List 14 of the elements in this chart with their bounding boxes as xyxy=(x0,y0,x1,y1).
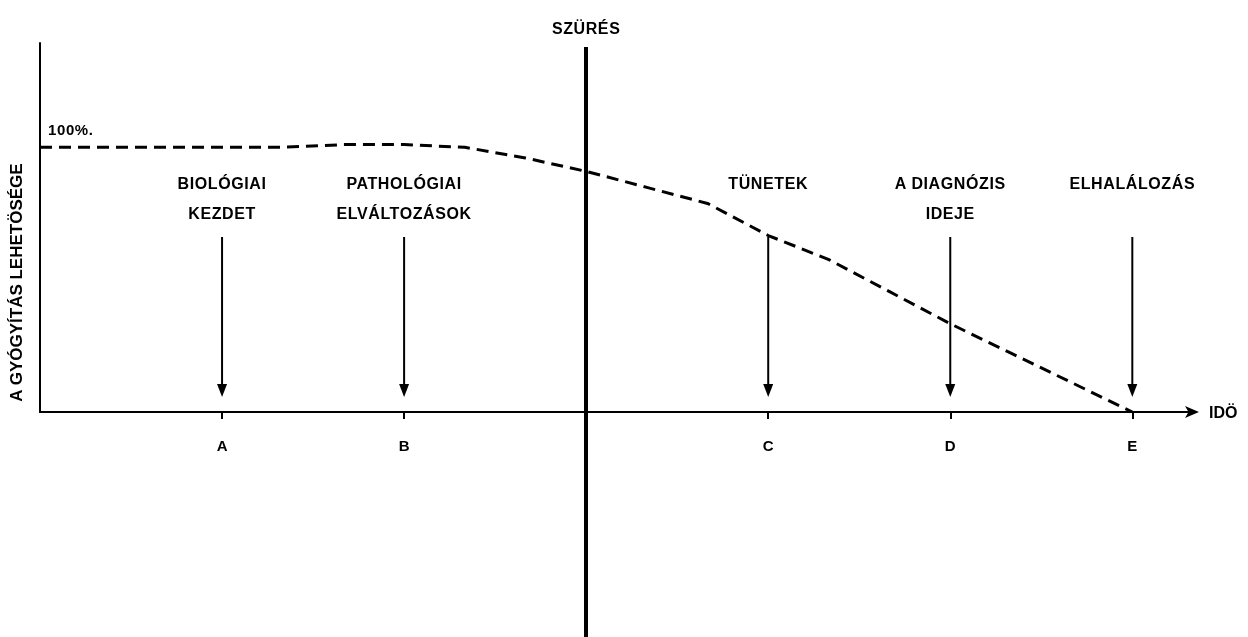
annotation: A DIAGNÓZIS IDEJE xyxy=(894,174,1006,222)
x-tick-label: E xyxy=(1127,437,1138,454)
annotation: 100%. xyxy=(48,121,94,139)
x-tick-label: C xyxy=(762,437,774,454)
annotation: PATHOLÓGIAI ELVÁLTOZÁSOK xyxy=(336,174,472,222)
x-tick-label: B xyxy=(398,437,410,454)
x-axis-title: IDÖ xyxy=(1209,402,1238,421)
annotation: BIOLÓGIAI KEZDET xyxy=(177,174,267,222)
annotation: ELHALÁLOZÁS xyxy=(1069,174,1196,192)
x-tick-label: D xyxy=(944,437,956,454)
x-tick-label: A xyxy=(216,437,228,454)
text: SZÜRÉS xyxy=(551,19,621,37)
annotation: TÜNETEK xyxy=(728,174,809,192)
y-axis-title: A GYÓGYÍTÁS LEHETÖSÉGE xyxy=(7,163,26,402)
